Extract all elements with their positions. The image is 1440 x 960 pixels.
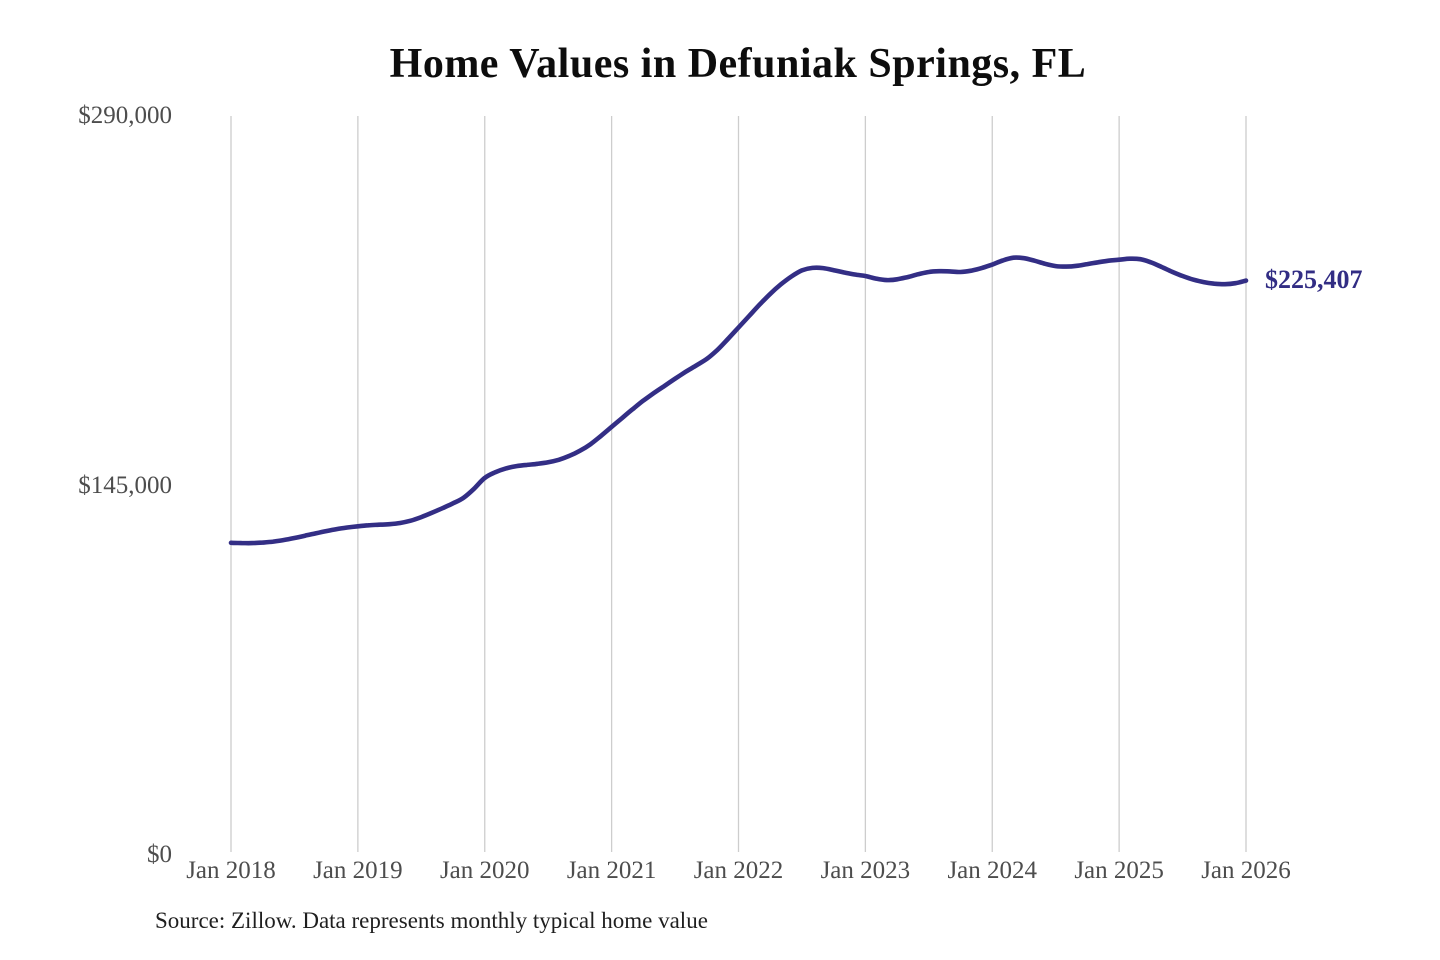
x-axis-tick-label: Jan 2019: [313, 857, 403, 884]
x-axis-tick-label: Jan 2022: [693, 857, 784, 884]
x-axis-tick-label: Jan 2021: [566, 857, 657, 884]
home-value-line: [228, 255, 1249, 546]
x-axis-tick-label: Jan 2024: [947, 857, 1038, 884]
x-axis-tick-label: Jan 2025: [1074, 857, 1164, 884]
x-axis-tick-label: Jan 2023: [820, 857, 911, 884]
current-value-annotation: $225,407: [1265, 264, 1363, 294]
x-axis-tick-label: Jan 2026: [1201, 857, 1291, 884]
y-axis-tick-label: $0: [147, 841, 172, 868]
chart-title: Home Values in Defuniak Springs, FL: [389, 41, 1087, 87]
source-note: Source: Zillow. Data represents monthly …: [155, 908, 708, 933]
y-axis-tick-label: $290,000: [78, 102, 172, 129]
x-axis-tick-label: Jan 2020: [439, 857, 530, 884]
x-axis-tick-label: Jan 2018: [186, 857, 276, 884]
y-axis-tick-label: $145,000: [78, 471, 172, 499]
